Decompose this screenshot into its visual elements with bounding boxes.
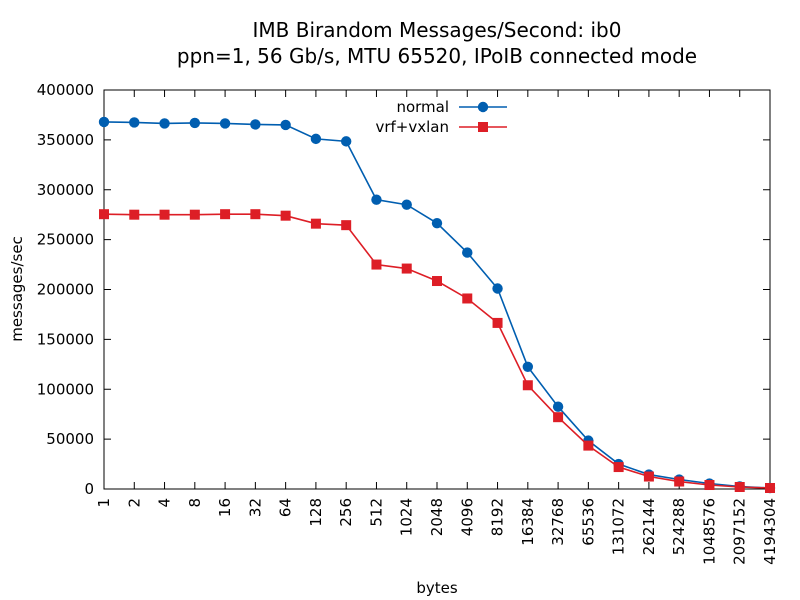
x-tick-label: 65536 — [579, 498, 597, 546]
data-point — [159, 209, 170, 220]
x-tick-label: 128 — [307, 498, 325, 527]
x-tick-label: 2097152 — [731, 498, 749, 565]
data-point — [280, 210, 291, 221]
data-point — [189, 117, 201, 129]
y-tick-label: 350000 — [37, 131, 94, 149]
data-point — [99, 209, 109, 220]
x-tick-label: 1 — [95, 498, 113, 508]
x-tick-label: 1048576 — [700, 498, 718, 565]
x-tick-label: 64 — [277, 498, 295, 517]
series-layer — [98, 116, 776, 494]
y-axis-label: messages/sec — [8, 236, 26, 342]
y-tick-label: 300000 — [37, 181, 94, 199]
series-line — [103, 213, 771, 489]
x-tick-label: 262144 — [640, 498, 658, 555]
data-point — [310, 218, 321, 229]
data-point — [765, 483, 775, 494]
data-point — [371, 194, 382, 205]
data-point — [220, 209, 231, 220]
y-tick-label: 200000 — [37, 281, 94, 299]
data-point — [371, 259, 382, 270]
data-point — [280, 119, 291, 131]
data-point — [462, 247, 473, 258]
data-point — [341, 220, 352, 231]
x-tick-label: 32 — [246, 498, 264, 517]
y-tick-label: 50000 — [46, 430, 94, 448]
x-tick-label: 256 — [337, 498, 355, 527]
y-tick-label: 150000 — [37, 330, 94, 348]
x-tick-label: 8 — [186, 498, 204, 508]
series-normal — [98, 116, 776, 494]
data-point — [250, 209, 261, 220]
data-point — [492, 283, 503, 294]
data-point — [522, 361, 534, 373]
x-tick-label: 131072 — [610, 498, 628, 555]
legend-label: normal — [396, 98, 449, 116]
x-tick-label: 16384 — [519, 498, 537, 546]
x-tick-label: 512 — [367, 498, 385, 527]
data-point — [522, 380, 533, 391]
data-point — [219, 118, 231, 129]
x-tick-label: 4096 — [458, 498, 476, 536]
data-point — [340, 136, 352, 147]
data-point — [553, 412, 564, 423]
data-point — [431, 217, 443, 229]
legend: normal vrf+vxlan — [375, 98, 507, 136]
data-point — [552, 401, 564, 412]
x-axis: 1 2 4 8 16 32 64 128 256 512 1024 2048 4096 8192 16384… — [95, 90, 779, 565]
data-point — [310, 133, 322, 145]
x-tick-label: 16 — [216, 498, 234, 517]
plot-area-border — [103, 89, 771, 490]
chart-title-line2: ppn=1, 56 Gb/s, MTU 65520, IPoIB connect… — [177, 44, 697, 68]
data-point — [189, 209, 200, 220]
data-point — [643, 471, 654, 482]
data-point — [129, 209, 140, 220]
data-point — [432, 276, 442, 287]
series-line — [103, 121, 771, 489]
y-tick-label: 0 — [84, 480, 94, 498]
x-tick-label: 4 — [156, 498, 174, 508]
x-tick-label: 2 — [125, 498, 143, 508]
y-tick-label: 400000 — [37, 81, 94, 99]
x-axis-label: bytes — [416, 579, 458, 597]
legend-marker — [478, 122, 488, 132]
legend-marker — [477, 101, 489, 113]
data-point — [583, 440, 594, 451]
data-point — [462, 293, 473, 304]
chart-title-line1: IMB Birandom Messages/Second: ib0 — [253, 18, 622, 42]
x-tick-label: 8192 — [489, 498, 507, 536]
data-point — [129, 117, 140, 128]
data-point — [250, 119, 261, 130]
series-vrf+vxlan — [99, 209, 775, 494]
data-point — [674, 476, 685, 487]
data-point — [98, 116, 110, 128]
data-point — [734, 482, 745, 493]
data-point — [704, 480, 715, 491]
data-point — [159, 118, 170, 129]
y-axis: 0 50000 100000 150000 200000 250000 300000 3500… — [37, 81, 770, 498]
data-point — [401, 263, 412, 274]
x-tick-label: 524288 — [670, 498, 688, 555]
x-tick-label: 32768 — [549, 498, 567, 546]
x-tick-label: 2048 — [428, 498, 446, 536]
legend-label: vrf+vxlan — [375, 118, 449, 136]
y-tick-label: 100000 — [37, 380, 94, 398]
x-tick-label: 4194304 — [761, 498, 779, 565]
x-tick-label: 1024 — [398, 498, 416, 536]
data-point — [401, 199, 412, 210]
data-point — [492, 317, 503, 328]
data-point — [613, 462, 624, 473]
y-tick-label: 250000 — [37, 231, 94, 249]
